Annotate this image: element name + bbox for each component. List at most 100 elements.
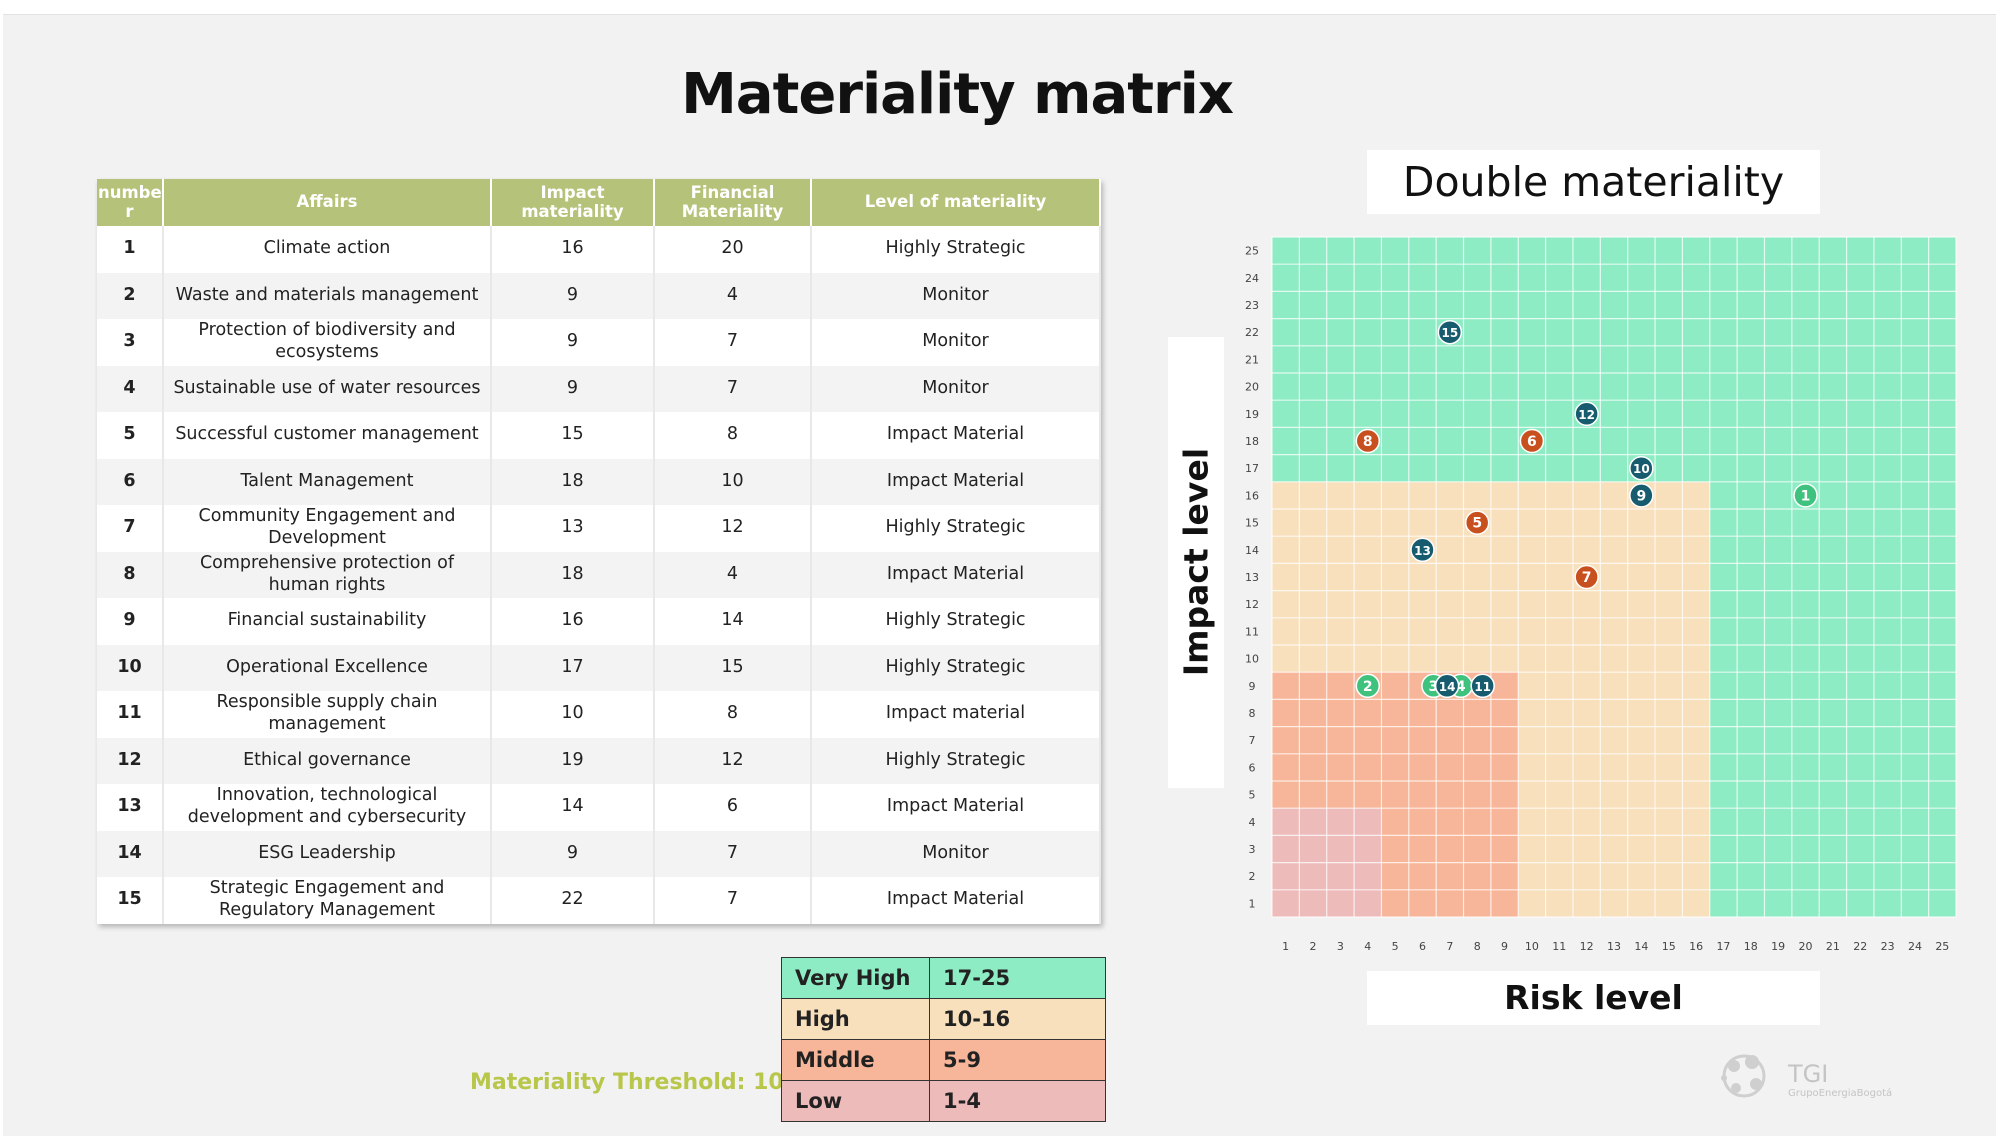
- data-point-label: 13: [1414, 544, 1431, 558]
- y-tick-label: 7: [1249, 734, 1256, 747]
- data-point-label: 1: [1801, 488, 1811, 504]
- cell-affair: ESG Leadership: [163, 830, 492, 877]
- y-tick-label: 18: [1245, 435, 1259, 448]
- y-tick-label: 5: [1249, 789, 1256, 802]
- y-tick-label: 22: [1245, 326, 1259, 339]
- data-point: [1470, 673, 1495, 699]
- data-point-label: 5: [1472, 516, 1482, 532]
- y-tick-label: 14: [1245, 544, 1259, 557]
- x-tick-label: 10: [1525, 940, 1539, 953]
- y-tick-label: 1: [1249, 897, 1256, 910]
- legend-range: 5-9: [929, 1039, 1106, 1081]
- cell-impact: 10: [491, 691, 655, 738]
- table-body: 1 Climate action 16 20 Highly Strategic 2 Wast…: [97, 226, 1101, 924]
- data-point-label: 3: [1429, 679, 1439, 695]
- data-point: [1519, 428, 1545, 454]
- cell-affair: Comprehensive protection of human rights: [163, 551, 492, 598]
- y-tick-label: 11: [1245, 625, 1259, 638]
- data-point: [1437, 319, 1463, 345]
- cell-level: Monitor: [811, 830, 1101, 877]
- y-tick-label: 3: [1249, 843, 1256, 856]
- data-point-label: 4: [1456, 679, 1466, 695]
- x-tick-label: 19: [1771, 940, 1785, 953]
- cell-affair: Ethical governance: [163, 737, 492, 784]
- cell-affair: Talent Management: [163, 458, 492, 505]
- data-point-label: 8: [1363, 434, 1373, 450]
- data-point: [1629, 483, 1654, 508]
- table-row: 9 Financial sustainability 16 14 Highly Stra…: [97, 598, 1101, 645]
- cell-number: 13: [97, 784, 164, 831]
- x-tick-label: 18: [1744, 940, 1758, 953]
- cell-impact: 9: [491, 272, 655, 319]
- data-point: [1355, 673, 1381, 699]
- header-impact-materiality: Impact materiality: [491, 179, 655, 226]
- table-row: 10 Operational Excellence 17 15 Highly Strat…: [97, 644, 1101, 691]
- cell-impact: 17: [491, 644, 655, 691]
- cell-level: Impact Material: [811, 458, 1101, 505]
- cell-level: Highly Strategic: [811, 737, 1101, 784]
- legend-label: Very High: [781, 957, 930, 999]
- data-point-label: 11: [1474, 680, 1491, 694]
- cell-financial: 6: [654, 784, 812, 831]
- cell-affair: Operational Excellence: [163, 644, 492, 691]
- cell-affair: Financial sustainability: [163, 598, 492, 645]
- cell-level: Impact Material: [811, 412, 1101, 459]
- y-tick-label: 20: [1245, 381, 1259, 394]
- cell-financial: 10: [654, 458, 812, 505]
- cell-financial: 12: [654, 737, 812, 784]
- table-row: 6 Talent Management 18 10 Impact Material: [97, 458, 1101, 505]
- x-tick-label: 7: [1446, 940, 1453, 953]
- data-point: [1464, 510, 1490, 535]
- table-row: 2 Waste and materials management 9 4 Monitor: [97, 272, 1101, 319]
- cell-impact: 9: [491, 365, 655, 412]
- cell-number: 5: [97, 412, 164, 459]
- cell-financial: 4: [654, 272, 812, 319]
- legend-row: High 10-16: [781, 998, 1106, 1040]
- cell-financial: 8: [654, 412, 812, 459]
- cell-affair: Climate action: [163, 226, 492, 273]
- logo-name: TGI: [1788, 1060, 1829, 1088]
- x-tick-label: 13: [1607, 940, 1621, 953]
- x-tick-label: 24: [1908, 940, 1922, 953]
- cell-affair: Protection of biodiversity and ecosystem…: [163, 319, 492, 366]
- x-axis-label: Risk level: [1367, 971, 1820, 1025]
- table-row: 5 Successful customer management 15 8 Impact…: [97, 412, 1101, 459]
- data-point: [1410, 537, 1435, 563]
- cell-affair: Responsible supply chain management: [163, 691, 492, 738]
- data-point-label: 6: [1527, 434, 1537, 450]
- x-tick-label: 9: [1501, 940, 1508, 953]
- cell-affair: Waste and materials management: [163, 272, 492, 319]
- table-row: 14 ESG Leadership 9 7 Monitor: [97, 830, 1101, 877]
- x-tick-label: 25: [1935, 940, 1949, 953]
- materiality-table: numbe r Affairs Impact materiality Finan…: [97, 179, 1101, 924]
- materiality-threshold: Materiality Threshold: 10: [470, 1070, 784, 1095]
- cell-impact: 18: [491, 458, 655, 505]
- cell-affair: Strategic Engagement and Regulatory Mana…: [163, 877, 492, 924]
- data-point-label: 9: [1636, 488, 1646, 504]
- y-tick-label: 23: [1245, 299, 1259, 312]
- cell-financial: 20: [654, 226, 812, 273]
- y-tick-label: 24: [1245, 272, 1259, 285]
- cell-impact: 16: [491, 598, 655, 645]
- legend-row: Low 1-4: [781, 1080, 1106, 1122]
- cell-impact: 18: [491, 551, 655, 598]
- cell-number: 4: [97, 365, 164, 412]
- x-tick-label: 16: [1689, 940, 1703, 953]
- data-point: [1574, 564, 1599, 590]
- cell-impact: 13: [491, 505, 655, 552]
- level-legend-table: Very High 17-25 High 10-16 Middle 5-9 Low 1-4: [781, 957, 1106, 1122]
- x-tick-label: 21: [1826, 940, 1840, 953]
- cell-financial: 8: [654, 691, 812, 738]
- x-tick-label: 17: [1716, 940, 1730, 953]
- x-tick-label: 6: [1419, 940, 1426, 953]
- y-tick-label: 8: [1249, 707, 1256, 720]
- legend-label: Middle: [781, 1039, 930, 1081]
- cell-number: 3: [97, 319, 164, 366]
- cell-impact: 9: [491, 830, 655, 877]
- data-point-label: 7: [1582, 570, 1592, 586]
- cell-number: 15: [97, 877, 164, 924]
- cell-number: 7: [97, 505, 164, 552]
- cell-financial: 7: [654, 830, 812, 877]
- y-tick-label: 2: [1249, 870, 1256, 883]
- data-point: [1355, 428, 1381, 454]
